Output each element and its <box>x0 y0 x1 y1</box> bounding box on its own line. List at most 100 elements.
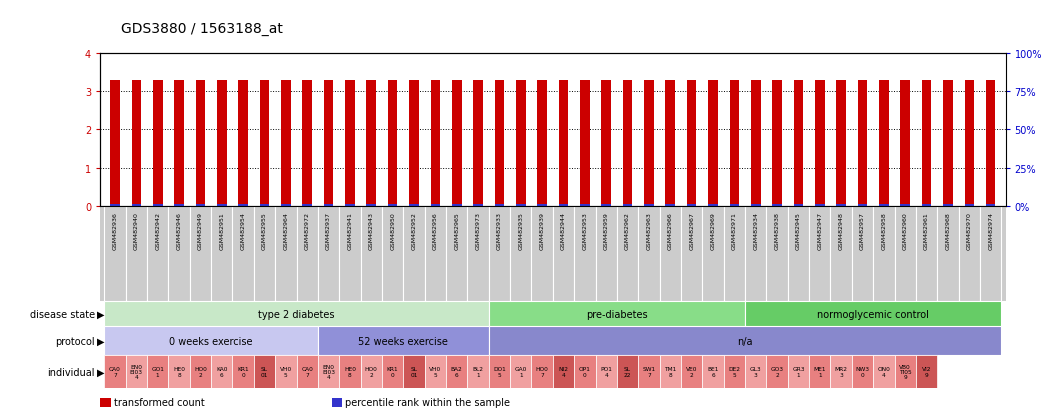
Text: ▶: ▶ <box>97 367 104 377</box>
Text: KR1
0: KR1 0 <box>386 366 398 377</box>
Bar <box>468 355 489 388</box>
Bar <box>601 81 611 206</box>
Text: SL
22: SL 22 <box>623 366 632 377</box>
Bar <box>537 81 547 206</box>
Text: HO0
7: HO0 7 <box>536 366 549 377</box>
Bar <box>297 206 318 301</box>
Text: OP1
0: OP1 0 <box>579 366 591 377</box>
Bar <box>388 204 397 206</box>
Bar <box>746 301 1001 326</box>
Bar <box>510 355 532 388</box>
Bar <box>132 81 141 206</box>
Text: GSM482950: GSM482950 <box>391 211 395 249</box>
Bar <box>424 206 446 301</box>
Text: SL
01: SL 01 <box>261 366 269 377</box>
Bar <box>665 204 675 206</box>
Text: EN0
EI03
4: EN0 EI03 4 <box>322 364 335 380</box>
Text: percentile rank within the sample: percentile rank within the sample <box>345 397 511 407</box>
Bar <box>622 204 633 206</box>
Bar <box>174 81 184 206</box>
Text: GSM482968: GSM482968 <box>946 211 951 249</box>
Bar <box>233 355 254 388</box>
Text: NW3
0: NW3 0 <box>855 366 870 377</box>
Bar <box>211 355 233 388</box>
Text: CA0
7: CA0 7 <box>110 366 121 377</box>
Text: GA0
1: GA0 1 <box>515 366 526 377</box>
Bar <box>360 206 382 301</box>
Text: GSM482944: GSM482944 <box>561 211 567 249</box>
Text: GSM482940: GSM482940 <box>134 211 139 249</box>
Text: GSM482946: GSM482946 <box>177 211 181 249</box>
Text: ▶: ▶ <box>97 336 104 346</box>
Bar <box>831 355 852 388</box>
Text: DO1
5: DO1 5 <box>493 366 505 377</box>
Bar <box>431 81 440 206</box>
Bar <box>746 355 767 388</box>
Bar <box>254 355 275 388</box>
Text: GSM482969: GSM482969 <box>711 211 715 249</box>
Bar <box>318 206 339 301</box>
Bar <box>836 204 846 206</box>
Text: ME1
1: ME1 1 <box>814 366 826 377</box>
Text: GSM482951: GSM482951 <box>219 211 224 249</box>
Bar <box>345 204 355 206</box>
Bar <box>980 206 1001 301</box>
Text: GL3
3: GL3 3 <box>750 366 761 377</box>
Bar <box>730 81 739 206</box>
Text: ON0
4: ON0 4 <box>877 366 891 377</box>
Bar <box>473 204 483 206</box>
Bar <box>873 355 895 388</box>
Text: GSM482941: GSM482941 <box>347 211 353 249</box>
Bar <box>574 355 596 388</box>
Bar <box>709 81 718 206</box>
Bar <box>147 206 168 301</box>
Bar <box>104 355 125 388</box>
Bar <box>254 206 275 301</box>
Bar <box>702 355 723 388</box>
Text: BL2
1: BL2 1 <box>473 366 483 377</box>
Bar <box>111 81 120 206</box>
Bar <box>516 81 525 206</box>
Bar <box>281 81 291 206</box>
Bar <box>217 81 226 206</box>
Bar <box>238 81 247 206</box>
Bar <box>104 301 489 326</box>
Bar <box>553 206 574 301</box>
Bar <box>831 206 852 301</box>
Text: GSM482971: GSM482971 <box>732 211 737 249</box>
Text: SL
01: SL 01 <box>411 366 418 377</box>
Text: GSM482942: GSM482942 <box>155 211 160 249</box>
Bar <box>468 206 489 301</box>
Text: GSM482959: GSM482959 <box>603 211 609 249</box>
Bar <box>873 206 895 301</box>
Text: GSM482949: GSM482949 <box>198 211 203 249</box>
Text: GSM482935: GSM482935 <box>518 211 523 249</box>
Text: VH0
5: VH0 5 <box>430 366 441 377</box>
Text: DE2
5: DE2 5 <box>729 366 740 377</box>
Bar <box>366 81 376 206</box>
Bar <box>574 206 596 301</box>
Text: GSM482954: GSM482954 <box>241 211 245 249</box>
Bar <box>345 81 355 206</box>
Bar <box>638 206 659 301</box>
Text: PO1
4: PO1 4 <box>600 366 612 377</box>
Text: HE0
8: HE0 8 <box>173 366 185 377</box>
Bar <box>809 355 831 388</box>
Bar <box>617 355 638 388</box>
Bar <box>489 301 746 326</box>
Bar <box>537 204 547 206</box>
Bar <box>495 204 504 206</box>
Text: GSM482948: GSM482948 <box>838 211 843 249</box>
Bar <box>858 204 868 206</box>
Text: GSM482952: GSM482952 <box>412 211 417 249</box>
Text: type 2 diabetes: type 2 diabetes <box>258 309 335 319</box>
Bar <box>596 206 617 301</box>
Bar <box>132 204 141 206</box>
Bar <box>921 204 932 206</box>
Bar <box>723 355 746 388</box>
Bar <box>217 204 226 206</box>
Text: ▶: ▶ <box>97 309 104 319</box>
Bar <box>900 204 910 206</box>
Bar <box>190 206 211 301</box>
Text: GSM482961: GSM482961 <box>925 211 929 249</box>
